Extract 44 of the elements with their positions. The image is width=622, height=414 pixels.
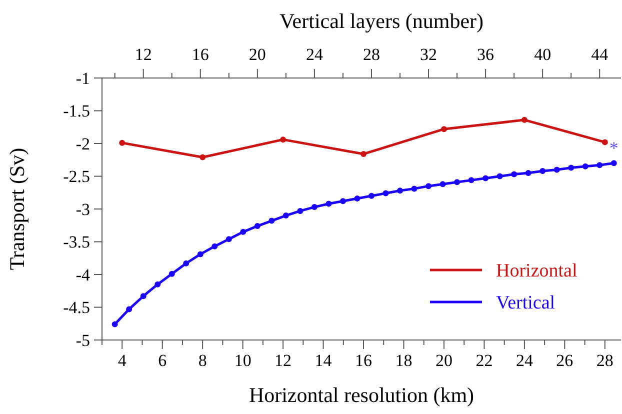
- x2-tick-label: 44: [591, 45, 609, 64]
- point: [440, 126, 447, 132]
- y-tick-label: -4.5: [63, 298, 90, 318]
- x2-tick-label: 16: [192, 45, 209, 64]
- x-tick-label: 26: [556, 351, 574, 370]
- x2-axis-title: Vertical layers (number): [279, 9, 484, 33]
- y-tick-label: -3.5: [63, 232, 90, 252]
- x-tick-label: 24: [516, 351, 534, 370]
- x2-tick-label: 36: [477, 45, 494, 64]
- legend-label: Horizontal: [496, 260, 578, 282]
- x-tick-label: 18: [395, 351, 412, 370]
- point: [200, 154, 206, 160]
- x2-tick-label: 32: [420, 45, 438, 64]
- point: [521, 116, 528, 123]
- x-axis-title: Horizontal resolution (km): [248, 383, 474, 407]
- x-tick-label: 28: [596, 351, 614, 370]
- y-tick-label: -4: [76, 265, 90, 284]
- x-tick-label: 14: [314, 351, 332, 370]
- x-tick-label: 22: [476, 351, 493, 370]
- y-tick-label: -1: [76, 68, 90, 88]
- point: [602, 139, 608, 146]
- point: [280, 136, 286, 143]
- point: [119, 140, 126, 146]
- x2-tick-label: 20: [248, 45, 266, 64]
- x2-tick-label: 24: [306, 45, 324, 64]
- y-tick-label: -2.5: [63, 167, 90, 186]
- y-tick-label: -5: [76, 330, 90, 350]
- x-tick-label: 6: [158, 351, 167, 370]
- x2-tick-label: 12: [134, 45, 152, 64]
- x-tick-label: 20: [435, 351, 452, 370]
- annotation: *: [609, 138, 618, 158]
- x-tick-label: 12: [274, 351, 292, 370]
- point: [360, 150, 367, 157]
- y-tick-label: -2: [76, 134, 90, 154]
- x-tick-label: 16: [355, 351, 372, 370]
- x2-tick-label: 40: [534, 45, 552, 64]
- legend-label: Vertical: [496, 292, 556, 314]
- y-tick-label: -1.5: [63, 102, 90, 121]
- y-tick-label: -3: [76, 200, 90, 219]
- x-tick-label: 8: [198, 351, 207, 370]
- y-axis-title: Transport (Sv): [5, 148, 29, 270]
- x2-tick-label: 28: [362, 45, 380, 64]
- x-tick-label: 10: [234, 351, 252, 370]
- x-tick-label: 4: [118, 351, 127, 370]
